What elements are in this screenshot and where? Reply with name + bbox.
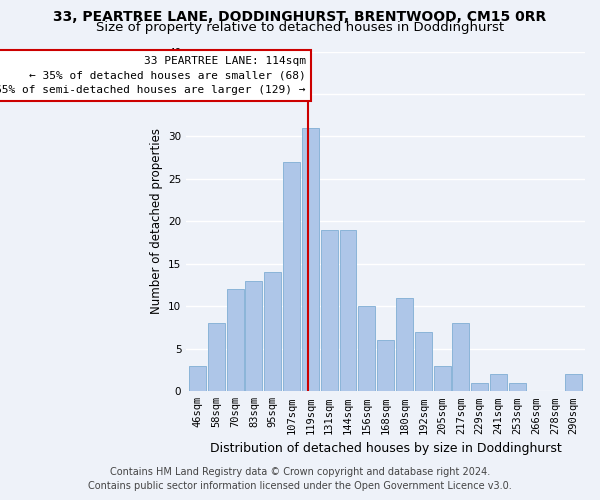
Bar <box>452 324 469 392</box>
Bar <box>264 272 281 392</box>
Bar <box>208 324 225 392</box>
Bar <box>358 306 375 392</box>
Bar <box>509 383 526 392</box>
Bar <box>189 366 206 392</box>
Y-axis label: Number of detached properties: Number of detached properties <box>149 128 163 314</box>
Bar <box>302 128 319 392</box>
Text: 33 PEARTREE LANE: 114sqm
← 35% of detached houses are smaller (68)
65% of semi-d: 33 PEARTREE LANE: 114sqm ← 35% of detach… <box>0 56 305 96</box>
Bar <box>415 332 431 392</box>
Bar <box>377 340 394 392</box>
Text: Size of property relative to detached houses in Doddinghurst: Size of property relative to detached ho… <box>96 21 504 34</box>
X-axis label: Distribution of detached houses by size in Doddinghurst: Distribution of detached houses by size … <box>210 442 562 455</box>
Bar <box>283 162 300 392</box>
Bar <box>434 366 451 392</box>
Bar <box>227 290 244 392</box>
Bar <box>471 383 488 392</box>
Text: Contains HM Land Registry data © Crown copyright and database right 2024.
Contai: Contains HM Land Registry data © Crown c… <box>88 467 512 491</box>
Bar <box>340 230 356 392</box>
Bar <box>245 281 262 392</box>
Bar <box>565 374 582 392</box>
Bar <box>396 298 413 392</box>
Text: 33, PEARTREE LANE, DODDINGHURST, BRENTWOOD, CM15 0RR: 33, PEARTREE LANE, DODDINGHURST, BRENTWO… <box>53 10 547 24</box>
Bar <box>321 230 338 392</box>
Bar <box>490 374 507 392</box>
